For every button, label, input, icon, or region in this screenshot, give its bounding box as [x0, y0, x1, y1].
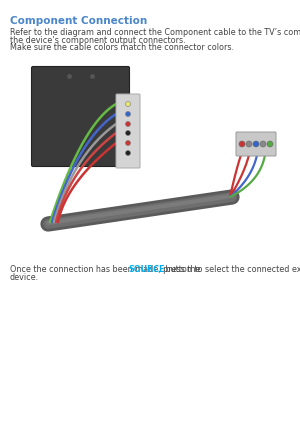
Circle shape: [267, 141, 273, 147]
FancyBboxPatch shape: [116, 94, 140, 168]
Text: button to select the connected external: button to select the connected external: [163, 265, 300, 274]
Text: device.: device.: [10, 273, 39, 282]
Text: the device’s component output connectors.: the device’s component output connectors…: [10, 36, 185, 45]
Circle shape: [125, 101, 130, 106]
Circle shape: [125, 112, 130, 117]
Circle shape: [253, 141, 259, 147]
Circle shape: [246, 141, 252, 147]
FancyBboxPatch shape: [32, 67, 130, 167]
Circle shape: [125, 122, 130, 126]
Text: Once the connection has been made, press the: Once the connection has been made, press…: [10, 265, 203, 274]
Text: Refer to the diagram and connect the Component cable to the TV’s component input: Refer to the diagram and connect the Com…: [10, 28, 300, 36]
Text: Component Connection: Component Connection: [10, 16, 147, 26]
Circle shape: [125, 140, 130, 145]
Text: SOURCE: SOURCE: [128, 265, 165, 274]
Circle shape: [125, 131, 130, 136]
FancyBboxPatch shape: [236, 132, 276, 156]
Circle shape: [239, 141, 245, 147]
Circle shape: [260, 141, 266, 147]
Text: Make sure the cable colors match the connector colors.: Make sure the cable colors match the con…: [10, 43, 234, 52]
Circle shape: [125, 151, 130, 156]
